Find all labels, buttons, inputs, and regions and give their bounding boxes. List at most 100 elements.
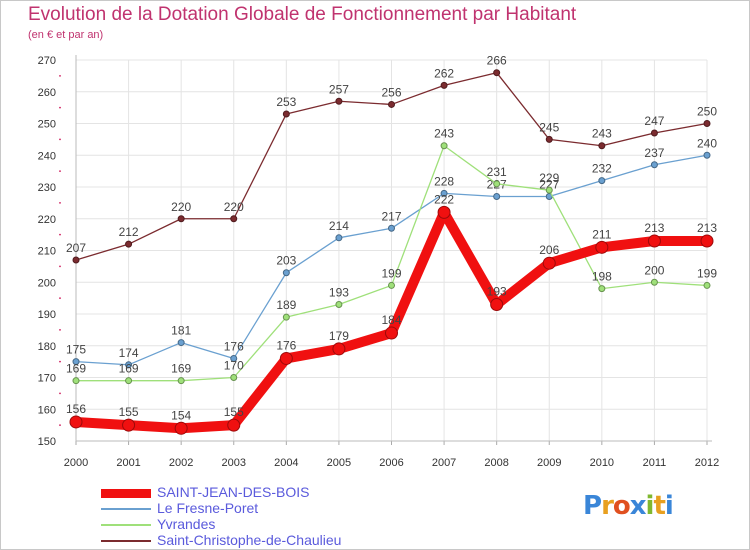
proxiti-logo: Proxiti (583, 491, 674, 521)
logo-letter: o (612, 491, 631, 521)
y-minor-tick (59, 233, 61, 236)
data-point-saint-christophe-de-chaulieu (440, 81, 448, 89)
logo-letter: i (664, 491, 674, 521)
data-label-yvrandes: 198 (592, 270, 612, 284)
data-label-saint-christophe-de-chaulieu: 253 (276, 95, 296, 109)
data-point-saint-christophe-de-chaulieu (388, 100, 395, 108)
data-label-saint-christophe-de-chaulieu: 245 (539, 120, 559, 134)
data-point-yvrandes (545, 186, 553, 194)
data-point-yvrandes (703, 281, 711, 289)
legend-swatch (101, 540, 151, 542)
logo-letter: P (583, 491, 602, 521)
data-point-saint-jean-des-bois (279, 351, 293, 365)
x-tick-label: 2004 (274, 457, 298, 469)
data-point-saint-jean-des-bois (542, 256, 556, 270)
data-label-saint-jean-des-bois: 176 (276, 338, 296, 352)
legend-label: SAINT-JEAN-DES-BOIS (157, 484, 310, 500)
data-point-saint-jean-des-bois (595, 240, 609, 254)
data-label-saint-christophe-de-chaulieu: 243 (592, 127, 612, 141)
data-label-yvrandes: 169 (171, 362, 191, 376)
data-point-saint-christophe-de-chaulieu (493, 69, 501, 77)
data-point-le-fresne-poret (703, 151, 711, 159)
y-minor-tick (59, 170, 61, 173)
data-label-yvrandes: 170 (224, 359, 244, 373)
legend-swatch (101, 524, 151, 526)
data-label-le-fresne-poret: 181 (171, 324, 191, 338)
data-label-saint-christophe-de-chaulieu: 207 (66, 241, 86, 255)
data-label-saint-christophe-de-chaulieu: 212 (119, 225, 139, 239)
data-point-saint-jean-des-bois (332, 342, 346, 356)
data-label-le-fresne-poret: 240 (697, 136, 717, 150)
data-label-le-fresne-poret: 176 (224, 339, 244, 353)
data-label-yvrandes: 243 (434, 127, 454, 141)
x-tick-label: 2012 (695, 457, 719, 469)
data-point-yvrandes (493, 180, 501, 188)
legend-label: Saint-Christophe-de-Chaulieu (157, 532, 342, 548)
data-label-saint-christophe-de-chaulieu: 220 (171, 200, 191, 214)
data-point-saint-jean-des-bois (437, 205, 451, 219)
y-tick-label: 170 (38, 373, 56, 385)
x-tick-label: 2008 (484, 457, 508, 469)
data-point-le-fresne-poret (388, 224, 395, 232)
data-label-saint-jean-des-bois: 179 (329, 329, 349, 343)
data-label-saint-christophe-de-chaulieu: 266 (487, 54, 507, 68)
data-label-saint-jean-des-bois: 156 (66, 402, 86, 416)
data-point-saint-christophe-de-chaulieu (598, 142, 606, 150)
y-tick-label: 190 (38, 309, 56, 321)
data-label-yvrandes: 200 (644, 263, 664, 277)
line-chart: 150 160 170 180 190 200 210 220 230 240 250 260 270 2… (38, 54, 720, 469)
data-label-yvrandes: 189 (276, 298, 296, 312)
data-label-le-fresne-poret: 237 (644, 146, 664, 160)
data-point-saint-jean-des-bois (385, 326, 398, 340)
y-tick-label: 230 (38, 182, 56, 194)
data-label-le-fresne-poret: 174 (119, 346, 139, 360)
y-tick-label: 200 (38, 277, 56, 289)
data-point-saint-jean-des-bois (122, 418, 136, 432)
data-label-le-fresne-poret: 232 (592, 162, 612, 176)
logo-letter: i (645, 491, 655, 521)
data-label-yvrandes: 199 (381, 266, 401, 280)
data-point-yvrandes (440, 142, 448, 150)
y-tick-label: 240 (38, 150, 56, 162)
data-point-saint-christophe-de-chaulieu (545, 135, 553, 143)
legend-swatch (101, 488, 151, 498)
data-label-le-fresne-poret: 214 (329, 219, 349, 233)
data-point-saint-christophe-de-chaulieu (335, 97, 343, 105)
data-point-yvrandes (72, 377, 80, 385)
y-tick-label: 150 (38, 436, 56, 448)
data-point-le-fresne-poret (282, 269, 290, 277)
data-label-saint-christophe-de-chaulieu: 262 (434, 66, 454, 80)
data-point-le-fresne-poret (72, 358, 80, 366)
data-point-le-fresne-poret (230, 354, 238, 362)
x-tick-label: 2002 (169, 457, 193, 469)
data-label-saint-jean-des-bois: 213 (697, 221, 717, 235)
chart-title: Evolution de la Dotation Globale de Fonc… (28, 4, 577, 25)
data-label-yvrandes: 169 (66, 362, 86, 376)
data-label-saint-jean-des-bois: 211 (592, 227, 611, 241)
data-point-saint-jean-des-bois (700, 234, 714, 248)
data-label-saint-jean-des-bois: 155 (224, 405, 244, 419)
legend-swatch (101, 508, 151, 510)
x-tick-label: 2009 (537, 457, 561, 469)
data-point-le-fresne-poret (440, 189, 448, 197)
data-label-le-fresne-poret: 203 (276, 254, 296, 268)
x-tick-label: 2007 (432, 457, 456, 469)
y-minor-tick (59, 392, 61, 395)
y-minor-tick (59, 201, 61, 204)
data-point-saint-christophe-de-chaulieu (72, 256, 80, 264)
x-tick-label: 2003 (222, 457, 246, 469)
data-label-saint-christophe-de-chaulieu: 256 (381, 85, 401, 99)
data-point-yvrandes (388, 281, 395, 289)
data-point-yvrandes (282, 313, 290, 321)
x-tick-label: 2006 (379, 457, 403, 469)
logo-letter: r (601, 491, 614, 521)
y-tick-label: 270 (38, 55, 56, 67)
data-label-saint-christophe-de-chaulieu: 257 (329, 82, 349, 96)
data-point-yvrandes (177, 377, 185, 385)
data-label-saint-jean-des-bois: 193 (487, 284, 507, 298)
x-tick-label: 2005 (327, 457, 351, 469)
y-tick-label: 220 (38, 214, 56, 226)
data-label-saint-jean-des-bois: 154 (171, 408, 191, 422)
y-tick-label: 180 (38, 341, 56, 353)
